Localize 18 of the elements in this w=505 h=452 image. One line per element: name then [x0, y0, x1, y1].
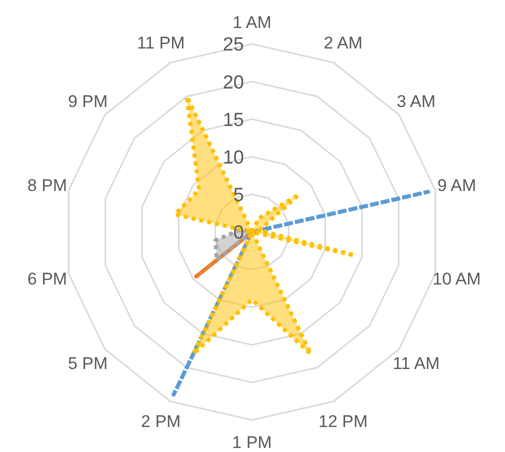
y-tick-label: 20 — [222, 72, 244, 94]
spoke-label: 8 PM — [27, 176, 68, 196]
y-tick-label: 25 — [222, 34, 244, 56]
spoke-label: 10 AM — [432, 270, 481, 289]
y-tick-label: 10 — [222, 147, 244, 168]
spoke-label: 9 PM — [68, 92, 108, 112]
spoke-label: 11 PM — [136, 34, 185, 53]
spoke-label: 11 AM — [392, 354, 440, 373]
spoke-label: 5 PM — [68, 354, 108, 373]
y-tick-label: 15 — [222, 110, 244, 131]
spoke-label: 9 AM — [437, 176, 476, 196]
spoke-label: 1 PM — [232, 432, 272, 452]
spoke-label: 1 AM — [232, 12, 272, 32]
spoke-label: 6 PM — [27, 270, 68, 289]
spoke-label: 3 AM — [396, 92, 436, 112]
spoke-label: 2 AM — [324, 34, 362, 53]
spoke-label: 2 PM — [141, 412, 181, 432]
spoke-label: 12 PM — [318, 412, 368, 432]
